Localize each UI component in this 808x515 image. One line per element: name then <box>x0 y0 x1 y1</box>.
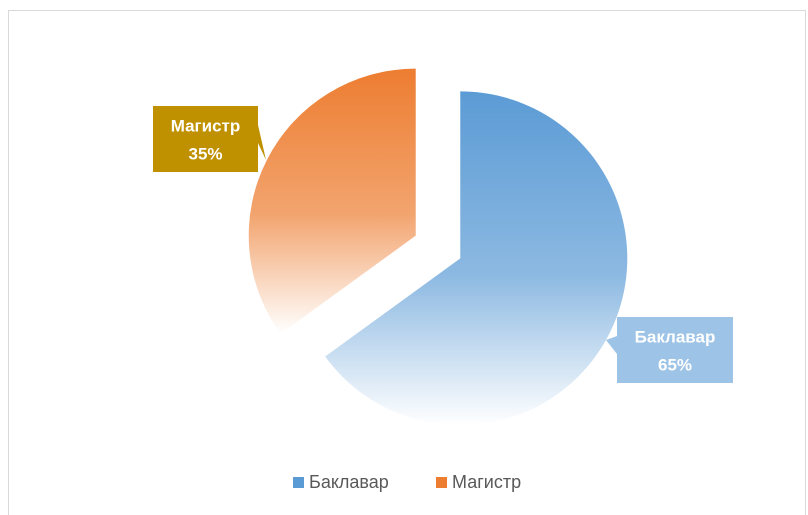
pie-slice <box>248 68 416 334</box>
data-label-category: Магистр <box>171 116 241 135</box>
data-label-box <box>153 106 258 172</box>
legend-label: Магистр <box>452 472 521 492</box>
legend-label: Баклавар <box>309 472 389 492</box>
pie-slice <box>325 91 628 426</box>
legend-swatch <box>293 477 304 488</box>
label-pointer <box>606 336 617 354</box>
data-label-value: 65% <box>658 355 692 374</box>
data-label-category: Баклавар <box>635 327 716 346</box>
data-label-box <box>617 317 733 383</box>
label-pointer <box>258 125 266 160</box>
data-label-value: 35% <box>188 144 222 163</box>
legend-swatch <box>436 477 447 488</box>
